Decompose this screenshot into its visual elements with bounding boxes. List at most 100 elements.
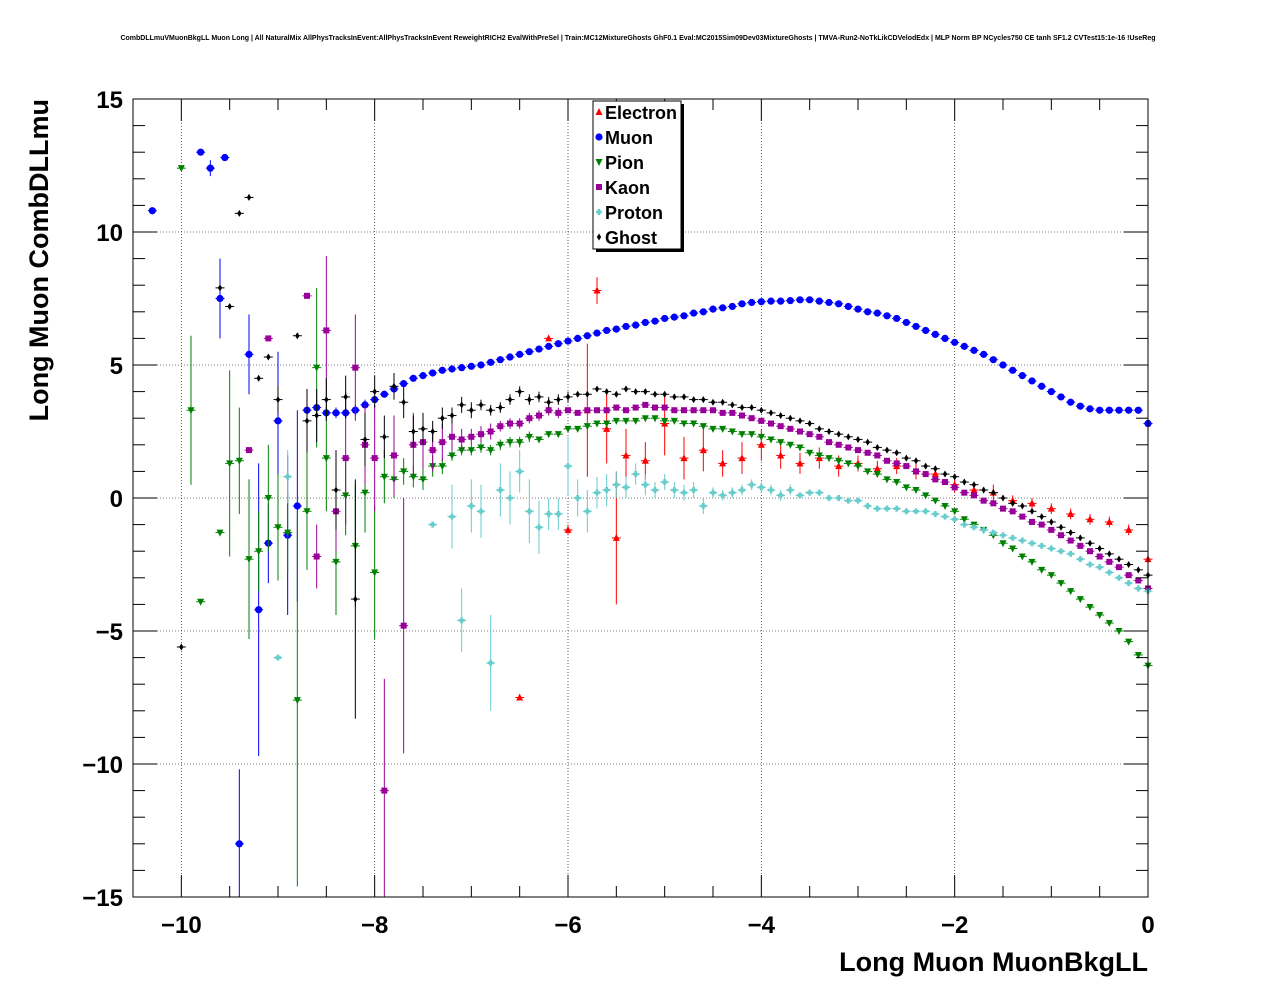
data-point [342, 455, 349, 462]
legend: Electron Muon Pion Kaon Proton Ghost [592, 100, 684, 252]
data-point [1068, 529, 1073, 537]
data-point [574, 495, 581, 502]
data-point [564, 425, 572, 433]
data-point [594, 407, 600, 414]
data-point [371, 455, 378, 462]
x-tick-label: −4 [748, 912, 776, 939]
data-point [554, 431, 562, 439]
data-point [613, 404, 620, 411]
data-point [999, 540, 1007, 548]
data-point [797, 428, 803, 435]
data-point [777, 451, 785, 459]
data-point [922, 326, 930, 335]
data-point [748, 298, 756, 307]
data-point [245, 556, 253, 564]
data-point [361, 489, 369, 497]
data-point [1135, 577, 1142, 584]
legend-marker-kaon [596, 184, 602, 190]
data-point [332, 409, 340, 417]
data-point [496, 441, 504, 449]
data-point [759, 406, 764, 414]
data-point [854, 305, 862, 313]
data-point [507, 396, 513, 404]
data-point [622, 417, 630, 425]
data-point [594, 489, 600, 496]
data-point [671, 487, 678, 494]
data-point [681, 489, 687, 496]
data-point [1047, 504, 1055, 512]
data-point [1057, 580, 1065, 588]
data-point [1009, 508, 1016, 515]
data-point [429, 369, 437, 377]
data-point [690, 487, 697, 494]
data-point [835, 300, 843, 308]
data-point [1107, 550, 1112, 558]
data-point [720, 398, 725, 406]
data-point [690, 309, 698, 317]
data-point [622, 451, 630, 459]
data-point [381, 787, 388, 794]
data-point [574, 334, 582, 342]
data-point [467, 362, 475, 370]
data-point [1125, 580, 1132, 587]
data-point [497, 423, 504, 430]
data-point [844, 460, 852, 468]
data-point [825, 455, 833, 463]
data-point [371, 569, 379, 577]
data-point [777, 297, 785, 305]
data-point [583, 423, 591, 431]
y-tick-label: 5 [110, 353, 123, 380]
data-point [1134, 651, 1142, 659]
data-point [1029, 540, 1035, 547]
data-point [796, 296, 804, 304]
legend-marker-ghost [596, 233, 602, 241]
data-point [1096, 564, 1103, 571]
data-point [690, 420, 698, 428]
y-tick-label: 15 [96, 87, 123, 114]
data-point [1134, 406, 1142, 414]
data-point [931, 330, 939, 339]
data-point [1116, 564, 1122, 571]
data-point [699, 446, 707, 454]
data-point [1048, 526, 1055, 533]
data-point [382, 433, 387, 441]
data-point [786, 297, 794, 305]
data-point [786, 441, 794, 449]
data-point [728, 428, 736, 436]
legend-label-kaon: Kaon [605, 178, 650, 198]
data-point [709, 425, 717, 433]
data-point [506, 439, 514, 447]
data-point [1018, 553, 1026, 561]
data-point [990, 500, 997, 507]
data-point [806, 431, 813, 438]
data-point [788, 414, 793, 422]
data-point [991, 489, 996, 497]
data-point [1087, 539, 1093, 547]
data-point [1116, 574, 1122, 581]
data-point [274, 417, 282, 425]
data-point [439, 439, 446, 446]
data-point [400, 622, 407, 629]
data-point [575, 390, 580, 398]
data-point [323, 327, 330, 334]
data-point [623, 385, 629, 393]
data-point [574, 409, 581, 416]
data-point [748, 431, 756, 439]
data-point [353, 595, 358, 603]
data-point [613, 481, 620, 488]
data-point [806, 296, 814, 304]
data-point [468, 502, 475, 509]
data-point [380, 390, 388, 398]
data-point [1067, 550, 1074, 557]
data-point [604, 388, 609, 396]
data-point [730, 401, 735, 409]
data-point [642, 481, 649, 488]
data-point [332, 558, 340, 566]
data-point [1096, 406, 1104, 414]
data-point [1057, 393, 1065, 401]
data-point [148, 207, 156, 215]
data-point [400, 468, 408, 476]
data-point [488, 406, 493, 414]
data-point [1048, 545, 1055, 552]
data-point [670, 417, 678, 425]
